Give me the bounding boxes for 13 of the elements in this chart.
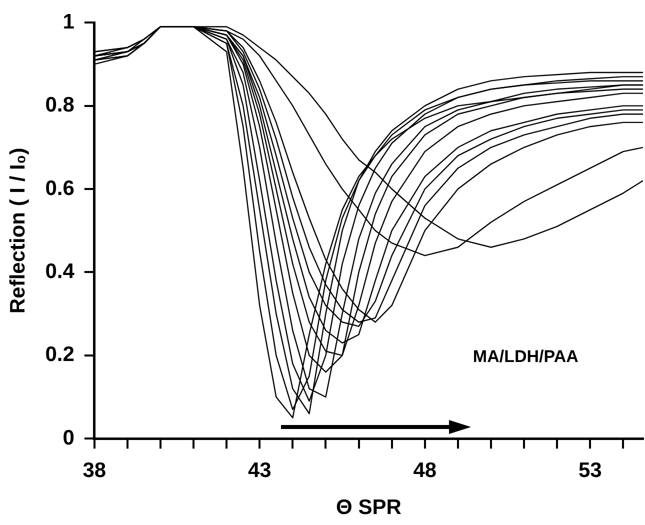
x-tick-label: 38 [82, 458, 106, 482]
y-axis-title: Reflection ( I / I₀) [6, 148, 30, 314]
y-tick-label: 1 [62, 10, 75, 34]
x-tick-label: 48 [413, 458, 437, 482]
y-tick-label: 0.2 [45, 343, 74, 366]
y-tick-label: 0 [62, 426, 74, 450]
annotation: MA/LDH/PAA [472, 347, 578, 368]
y-tick-label: 0.8 [45, 94, 75, 117]
x-tick-label: 43 [248, 458, 272, 482]
x-axis-title: Θ SPR [336, 496, 402, 520]
x-tick-label: 53 [578, 458, 602, 482]
y-tick-label: 0.6 [45, 176, 74, 200]
y-tick-label: 0.4 [45, 260, 75, 283]
